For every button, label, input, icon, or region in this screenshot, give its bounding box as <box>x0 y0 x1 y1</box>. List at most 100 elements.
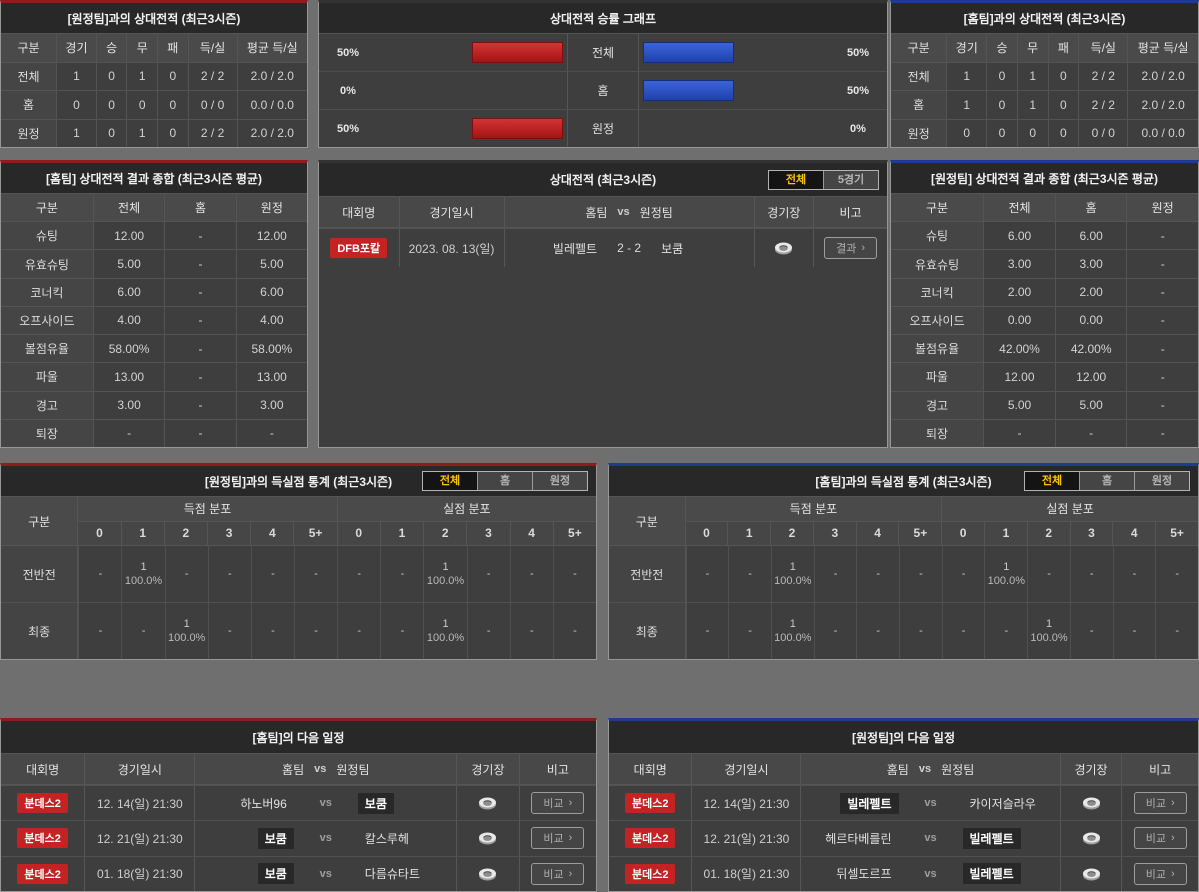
row-label: 유효슈팅 <box>1 250 93 278</box>
stadium-icon[interactable] <box>477 866 498 882</box>
home-team-name: 보쿰 <box>257 827 294 849</box>
goal-table-body: 전반전 - 1 100.0% - - - - - - 1 100.0% - - - … <box>1 546 596 659</box>
col-header: 득/실 <box>1078 34 1127 62</box>
h2h-vs-away-titlebar: [원정팀]과의 상대전적 (최근3시즌) <box>1 3 307 34</box>
stadium-icon[interactable] <box>773 240 794 256</box>
cell: 1 <box>56 62 96 90</box>
col-header: 홈 <box>1054 194 1127 222</box>
tab-away[interactable]: 원정 <box>532 472 587 490</box>
note-cell: 비교 › <box>1121 856 1198 891</box>
tab-all[interactable]: 전체 <box>769 170 823 189</box>
tab-home[interactable]: 홈 <box>477 472 532 490</box>
tab-all[interactable]: 전체 <box>1025 472 1079 490</box>
note-cell: 비교 › <box>1121 786 1198 821</box>
compare-button[interactable]: 비교 › <box>1133 827 1187 850</box>
winrate-graph-panel: 상대전적 승률 그래프 50% 전체 50% 0% 홈 50% 50% 원정 <box>318 0 888 148</box>
h2h-vs-home-panel: [홈팀]과의 상대전적 (최근3시즌) 구분 경기 승 무 패 득/실 평균 득… <box>890 0 1199 148</box>
note-cell: 결과 › <box>813 229 887 267</box>
cell: 0 <box>1047 119 1079 147</box>
row-label: 경고 <box>1 391 93 419</box>
stadium-icon[interactable] <box>477 795 498 811</box>
result-button[interactable]: 결과 › <box>824 237 878 259</box>
tab-5games[interactable]: 5경기 <box>823 170 878 189</box>
list-header-row: 대회명 경기일시 홈팀 vs 원정팀 경기장 비고 <box>1 754 596 785</box>
col-header: 홈 <box>164 194 235 222</box>
bin-header: 3 <box>812 521 856 545</box>
cell: 1 <box>56 119 96 147</box>
cell: - <box>164 391 235 419</box>
league-badge: 분데스2 <box>17 863 68 884</box>
bin-header: 4 <box>509 521 553 545</box>
cell: 3.00 <box>92 391 165 419</box>
compare-button[interactable]: 비교 › <box>1133 792 1187 815</box>
datetime-cell: 12. 21(일) 21:30 <box>84 821 194 856</box>
row-label: 퇴장 <box>891 419 984 447</box>
teams-cell: 헤르타베를린 vs 빌레펠트 <box>800 821 1059 856</box>
vs-label: vs <box>924 832 937 845</box>
bin-header: 5+ <box>552 521 596 545</box>
stadium-icon[interactable] <box>1081 795 1102 811</box>
datetime-cell: 12. 14(일) 21:30 <box>691 786 800 821</box>
match-datetime: 12. 21(일) 21:30 <box>703 831 790 846</box>
tab-away[interactable]: 원정 <box>1134 472 1189 490</box>
bins-header-row: 0 1 2 3 4 5+ 0 1 2 3 4 5+ <box>78 521 596 545</box>
stadium-icon[interactable] <box>477 830 498 846</box>
conceded-group-header: 실점 분포 <box>336 497 596 521</box>
panel-title: [홈팀]과의 상대전적 (최근3시즌) <box>963 11 1126 26</box>
compare-button-label: 비교 <box>543 868 564 881</box>
cell: - <box>1126 391 1198 419</box>
schedule-row: 분데스2 01. 18(일) 21:30 뒤셀도르프 vs 빌레펠트 비교 › <box>609 855 1198 891</box>
col-header: 구분 <box>907 41 930 56</box>
compare-button-label: 비교 <box>543 833 564 846</box>
cell: - <box>941 546 985 602</box>
teams-cell: 보쿰 vs 다름슈타트 <box>194 856 456 891</box>
right-percent-label: 50% <box>846 84 870 97</box>
home-team-name: 뒤셀도르프 <box>836 867 892 882</box>
bin-header: 1 <box>984 521 1027 545</box>
winrate-titlebar: 상대전적 승률 그래프 <box>319 3 887 34</box>
table-row: 볼점유율 42.00% 42.00% - <box>891 334 1198 363</box>
cell: 2.0 / 2.0 <box>236 119 307 147</box>
cell: - <box>294 603 337 659</box>
tab-all[interactable]: 전체 <box>423 472 477 490</box>
cell: 0.0 / 0.0 <box>1127 119 1198 147</box>
row-label: 코너킥 <box>891 278 984 306</box>
compare-button[interactable]: 비교 › <box>1133 862 1187 885</box>
tab-home[interactable]: 홈 <box>1079 472 1134 490</box>
cell: 2 / 2 <box>187 62 237 90</box>
league-badge: 분데스2 <box>17 828 68 849</box>
row-label: 볼점유율 <box>1 335 93 363</box>
league-cell: 분데스2 <box>1 821 84 855</box>
cell: - <box>1126 335 1198 363</box>
match-datetime: 01. 18(일) 21:30 <box>703 867 790 882</box>
compare-button[interactable]: 비교 › <box>531 827 585 850</box>
league-cell: 분데스2 <box>1 786 84 820</box>
goal-stats-away-titlebar: [원정팀]과의 득실점 통계 (최근3시즌) 전체 홈 원정 <box>1 466 596 497</box>
cell: - <box>337 603 380 659</box>
col-header-datetime: 경기일시 <box>84 754 194 784</box>
stadium-icon[interactable] <box>1081 866 1102 882</box>
cell: - <box>164 222 235 250</box>
schedule-home-titlebar: [홈팀]의 다음 일정 <box>1 721 596 754</box>
cell: 6.00 <box>1054 222 1127 250</box>
away-team-name: 빌레펠트 <box>962 863 1021 885</box>
table-row: 파울 12.00 12.00- <box>891 362 1198 391</box>
panel-title: [원정팀]과의 상대전적 (최근3시즌) <box>67 11 241 26</box>
cell: 58.00% <box>235 335 307 363</box>
cell: 1 100.0% <box>423 546 466 602</box>
cell: - <box>466 546 510 602</box>
col-header-teams: 홈팀 vs 원정팀 <box>194 754 456 784</box>
cell: - <box>509 546 553 602</box>
cell: - <box>856 546 899 602</box>
away-team-name: 다름슈타트 <box>364 867 420 882</box>
col-header: 구분 <box>35 201 58 216</box>
cell: - <box>164 250 235 278</box>
compare-button[interactable]: 비교 › <box>531 792 585 815</box>
col-header: 득/실 <box>187 34 237 62</box>
compare-button[interactable]: 비교 › <box>531 862 585 885</box>
cell: 6.00 <box>92 278 165 306</box>
away-team-name: 카이저슬라우 <box>969 796 1036 811</box>
cell: - <box>899 546 942 602</box>
stadium-icon[interactable] <box>1081 830 1102 846</box>
table-row: 최종 - - 1 100.0% - - - - - 1 100.0% - - - <box>1 602 596 659</box>
